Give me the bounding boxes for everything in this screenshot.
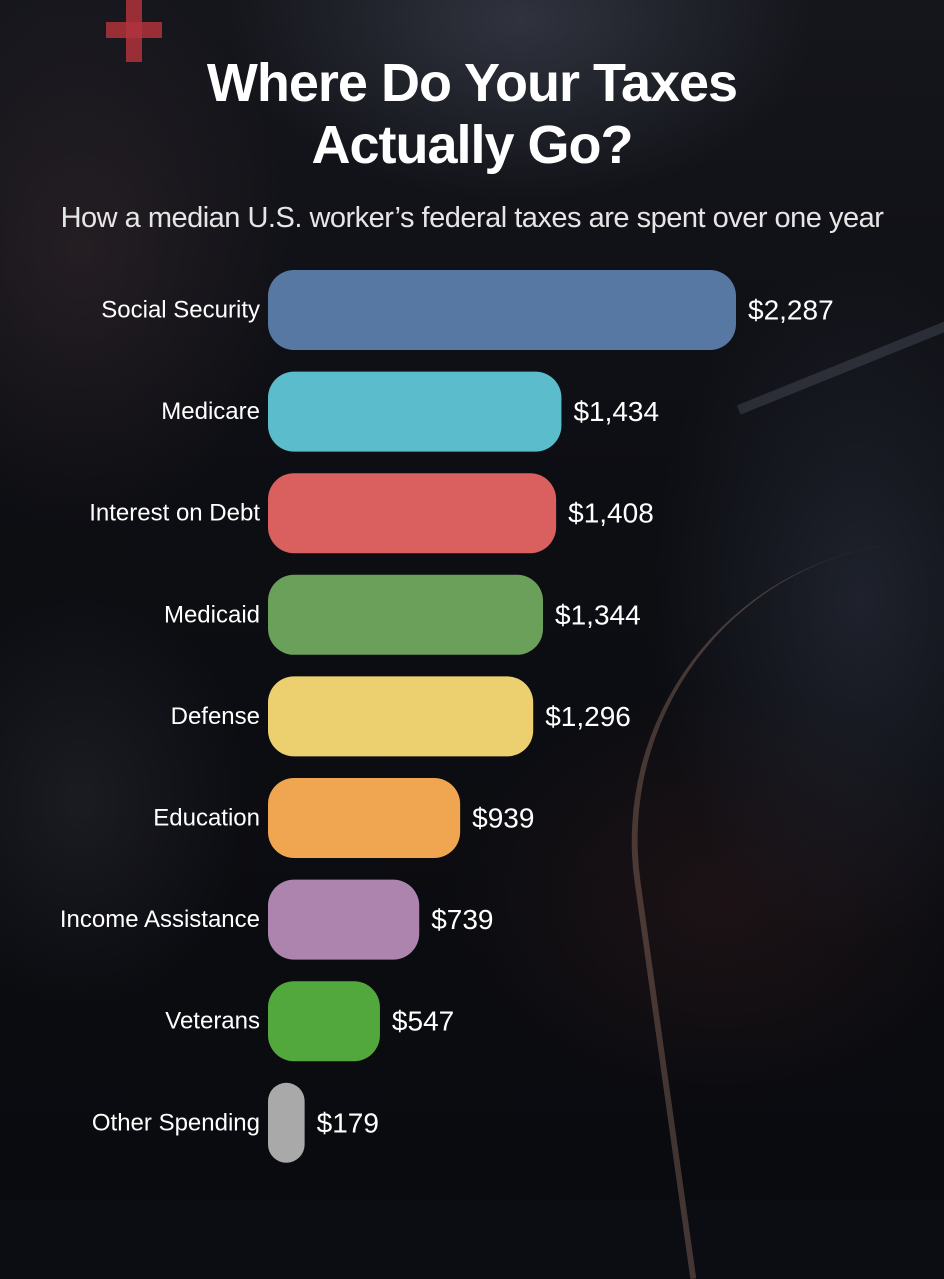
- category-label: Medicaid: [164, 601, 260, 628]
- chart-title-line-2: Actually Go?: [311, 115, 633, 175]
- bar-veterans: [268, 981, 380, 1062]
- bar-other-spending: [268, 1082, 305, 1163]
- chart-subtitle: How a median U.S. worker’s federal taxes…: [60, 202, 884, 234]
- value-label: $1,434: [573, 396, 659, 427]
- category-label: Veterans: [165, 1008, 260, 1035]
- emergency-cross-icon: [106, 0, 162, 62]
- category-label: Education: [153, 805, 260, 832]
- category-label: Social Security: [101, 297, 260, 324]
- bar-medicare: [268, 371, 562, 452]
- bar-medicaid: [268, 574, 544, 655]
- bar-defense: [268, 676, 534, 757]
- value-label: $547: [392, 1006, 454, 1037]
- bar-social-security: [268, 270, 736, 350]
- bar-education: [268, 778, 461, 858]
- value-label: $1,344: [555, 599, 641, 630]
- value-label: $2,287: [748, 295, 834, 326]
- bar-interest-on-debt: [268, 473, 557, 554]
- chart-title: Where Do Your Taxes Actually Go?: [0, 52, 944, 176]
- value-label: $1,408: [568, 498, 654, 529]
- bar-income-assistance: [268, 879, 420, 960]
- value-label: $939: [472, 803, 534, 834]
- value-label: $1,296: [545, 701, 631, 732]
- category-label: Defense: [171, 703, 260, 730]
- category-label: Medicare: [161, 398, 260, 425]
- category-label: Income Assistance: [60, 906, 260, 933]
- category-label: Other Spending: [92, 1109, 260, 1136]
- category-label: Interest on Debt: [89, 500, 260, 527]
- value-label: $739: [431, 904, 493, 935]
- bar-chart: Social Security $2,287 Medicare $1,434 Inter…: [60, 270, 834, 1163]
- chart-title-line-1: Where Do Your Taxes: [206, 53, 738, 113]
- value-label: $179: [317, 1107, 379, 1138]
